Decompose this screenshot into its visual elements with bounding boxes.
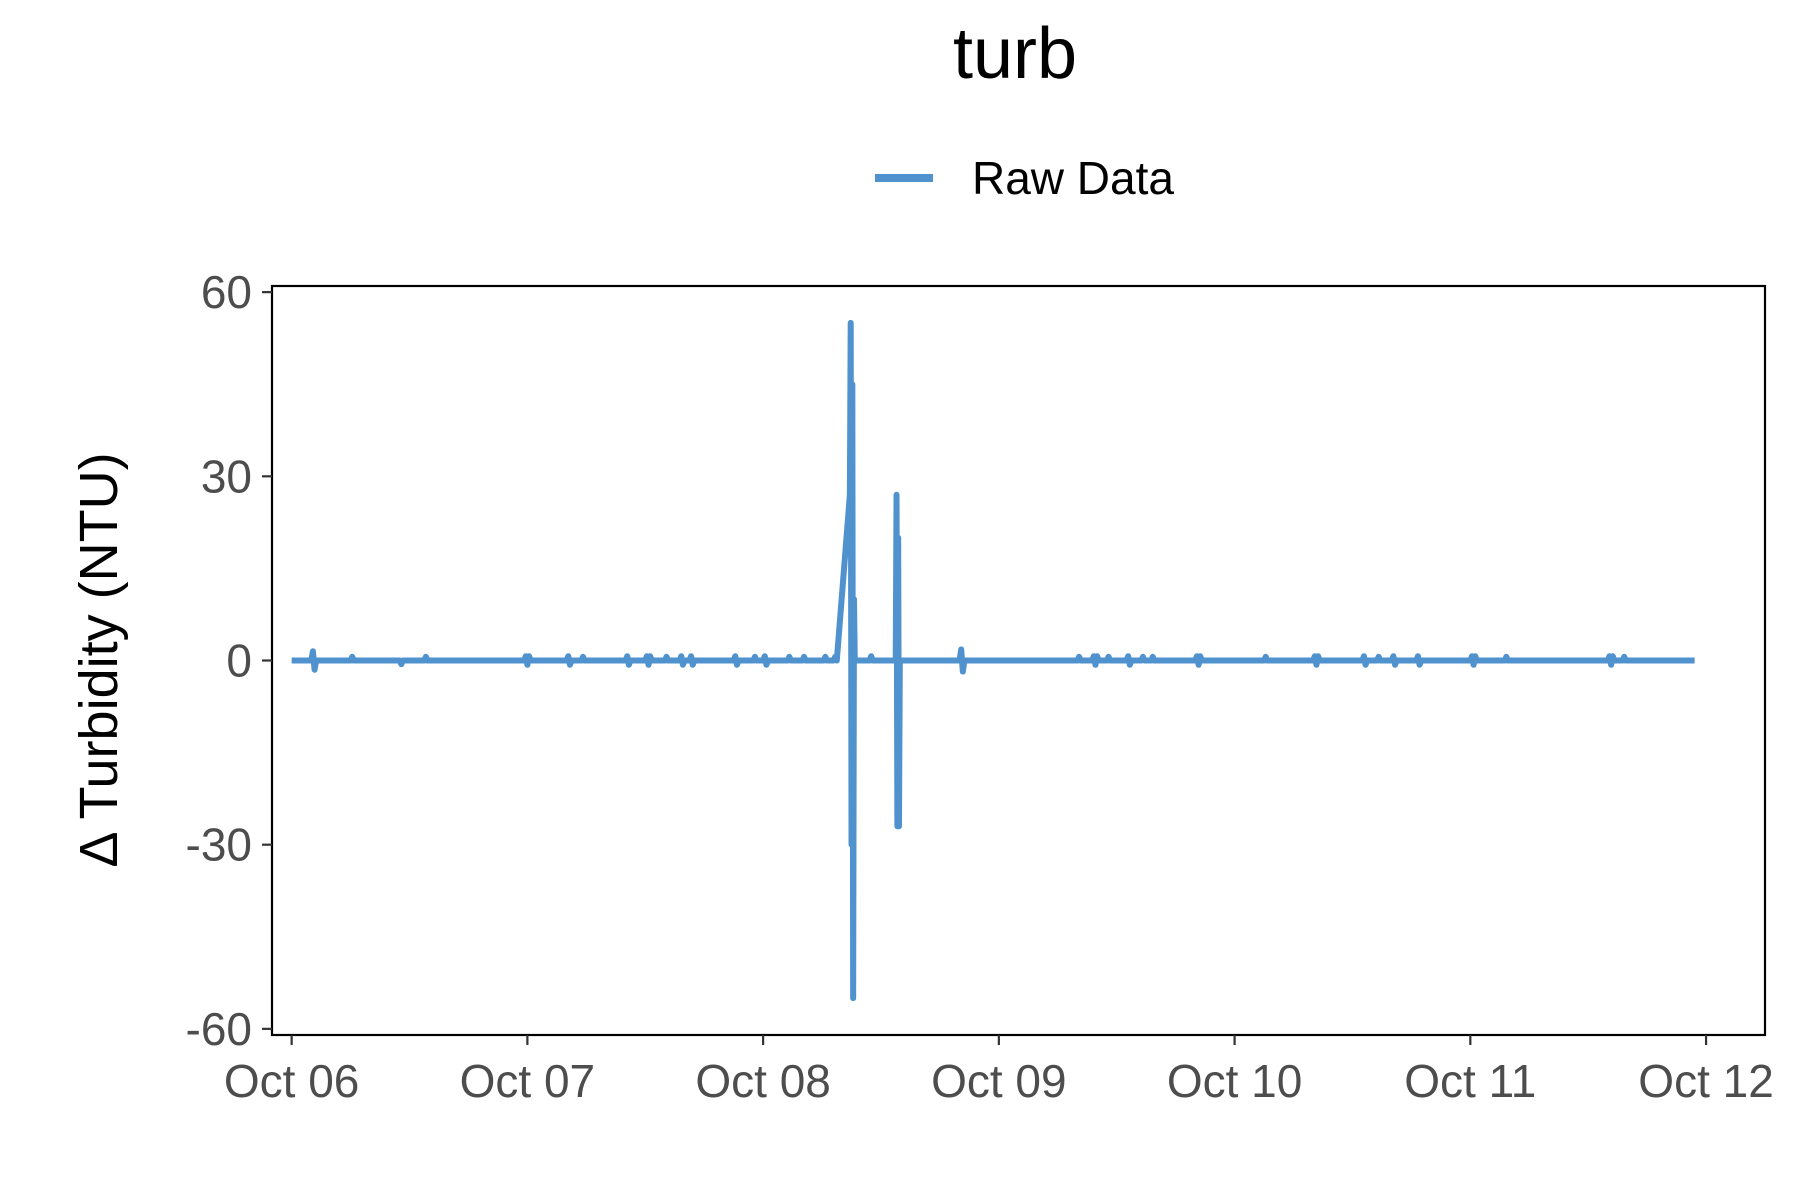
x-tick-label: Oct 12 bbox=[1638, 1055, 1774, 1107]
x-axis: Oct 06 Oct 07 Oct 08 Oct 09 Oct 10 Oct 11 Oct … bbox=[224, 1035, 1774, 1107]
x-tick-label: Oct 10 bbox=[1167, 1055, 1303, 1107]
y-tick-label: -30 bbox=[186, 819, 252, 871]
y-axis: 60 30 0 -30 -60 bbox=[186, 266, 272, 1055]
x-tick-label: Oct 09 bbox=[931, 1055, 1067, 1107]
series-layer bbox=[291, 319, 1695, 1002]
y-axis-title: Δ Turbidity (NTU) bbox=[69, 452, 129, 867]
chart-title: turb bbox=[953, 14, 1077, 94]
x-tick-label: Oct 11 bbox=[1404, 1055, 1536, 1107]
y-tick-label: 30 bbox=[201, 450, 252, 502]
x-tick-label: Oct 07 bbox=[460, 1055, 596, 1107]
legend: Raw Data bbox=[875, 152, 1174, 204]
x-tick-label: Oct 06 bbox=[224, 1055, 360, 1107]
series-line-raw-data bbox=[291, 319, 1695, 1002]
legend-label-raw-data: Raw Data bbox=[972, 152, 1174, 204]
y-tick-label: 60 bbox=[201, 266, 252, 318]
y-tick-label: -60 bbox=[186, 1003, 252, 1055]
y-tick-label: 0 bbox=[226, 635, 252, 687]
x-tick-label: Oct 08 bbox=[695, 1055, 831, 1107]
